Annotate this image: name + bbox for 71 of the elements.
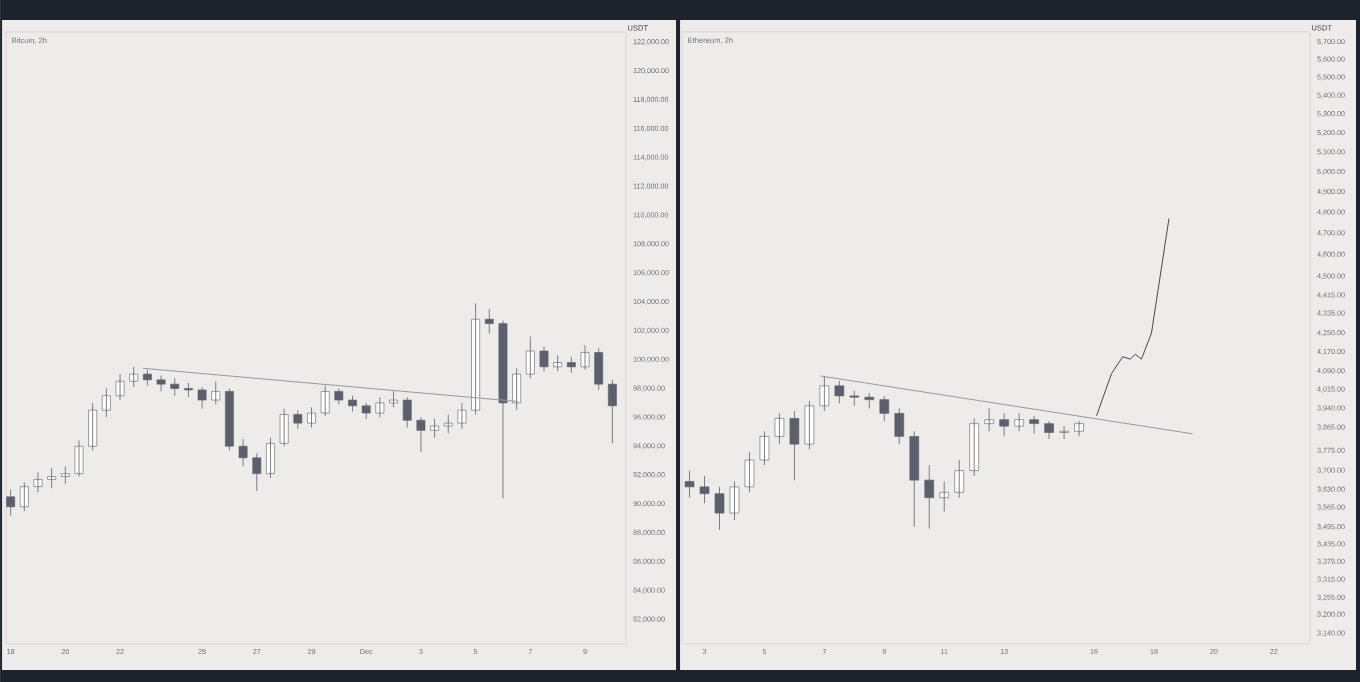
candlestick bbox=[789, 410, 800, 481]
candlestick bbox=[594, 347, 604, 391]
candlestick bbox=[375, 396, 385, 418]
candlestick bbox=[6, 489, 16, 516]
candlestick bbox=[729, 481, 740, 521]
candlestick bbox=[969, 417, 979, 477]
candlestick bbox=[430, 418, 439, 438]
candlestick bbox=[954, 459, 964, 499]
candlestick bbox=[389, 390, 398, 408]
candlestick bbox=[225, 388, 234, 451]
candlestick bbox=[471, 302, 481, 415]
candlestick bbox=[924, 464, 935, 529]
candlestick bbox=[566, 356, 576, 374]
candlestick bbox=[348, 395, 357, 412]
candlestick bbox=[999, 412, 1009, 437]
candlestick bbox=[894, 407, 905, 445]
candlestick bbox=[1029, 415, 1039, 435]
candlestick bbox=[512, 367, 522, 411]
candlestick bbox=[443, 414, 453, 434]
candlestick bbox=[498, 320, 508, 499]
candlestick bbox=[714, 486, 725, 531]
candlestick bbox=[238, 438, 248, 467]
candlestick bbox=[129, 366, 139, 388]
candlestick bbox=[484, 308, 494, 335]
candlestick bbox=[211, 380, 221, 405]
candlestick bbox=[320, 385, 330, 417]
candlestick bbox=[834, 380, 845, 404]
candlestick bbox=[74, 440, 84, 477]
candlestick bbox=[88, 402, 98, 451]
candlestick bbox=[607, 379, 617, 444]
candlestick bbox=[60, 466, 70, 485]
candlestick bbox=[525, 336, 535, 379]
candlestick bbox=[879, 395, 890, 422]
candlestick bbox=[457, 402, 467, 430]
candlestick bbox=[849, 390, 860, 407]
candlestick bbox=[361, 402, 371, 420]
candlestick bbox=[1074, 420, 1084, 437]
candlestick bbox=[864, 392, 875, 409]
candlestick bbox=[1014, 412, 1024, 432]
candlestick bbox=[47, 467, 57, 489]
candlestick bbox=[252, 453, 262, 492]
candlestick bbox=[759, 430, 770, 466]
candlestick bbox=[334, 388, 344, 405]
candlestick bbox=[402, 396, 412, 428]
candlestick bbox=[184, 382, 193, 398]
candlestick bbox=[156, 375, 166, 392]
candlestick bbox=[416, 416, 426, 453]
candlestick bbox=[142, 369, 152, 387]
candlestick bbox=[279, 408, 289, 447]
candlestick bbox=[939, 481, 950, 513]
candlestick bbox=[819, 376, 830, 412]
candlestick bbox=[909, 430, 920, 528]
candlestick bbox=[197, 386, 207, 410]
candlestick bbox=[307, 406, 316, 428]
candlestick bbox=[684, 470, 695, 499]
candlestick bbox=[804, 400, 815, 450]
candlestick bbox=[553, 354, 563, 372]
candlestick bbox=[170, 378, 180, 397]
candlestick bbox=[101, 388, 111, 418]
candlestick bbox=[539, 346, 549, 372]
candlestick bbox=[580, 344, 590, 371]
candlestick bbox=[293, 409, 303, 430]
candlestick bbox=[33, 471, 43, 493]
candlestick bbox=[699, 475, 710, 504]
candlestick bbox=[115, 373, 125, 401]
candlestick bbox=[774, 412, 785, 445]
candlestick bbox=[19, 481, 29, 512]
candlestick bbox=[984, 407, 994, 432]
candlestick bbox=[1059, 425, 1069, 440]
candlestick bbox=[744, 451, 755, 493]
candlestick bbox=[266, 437, 275, 479]
